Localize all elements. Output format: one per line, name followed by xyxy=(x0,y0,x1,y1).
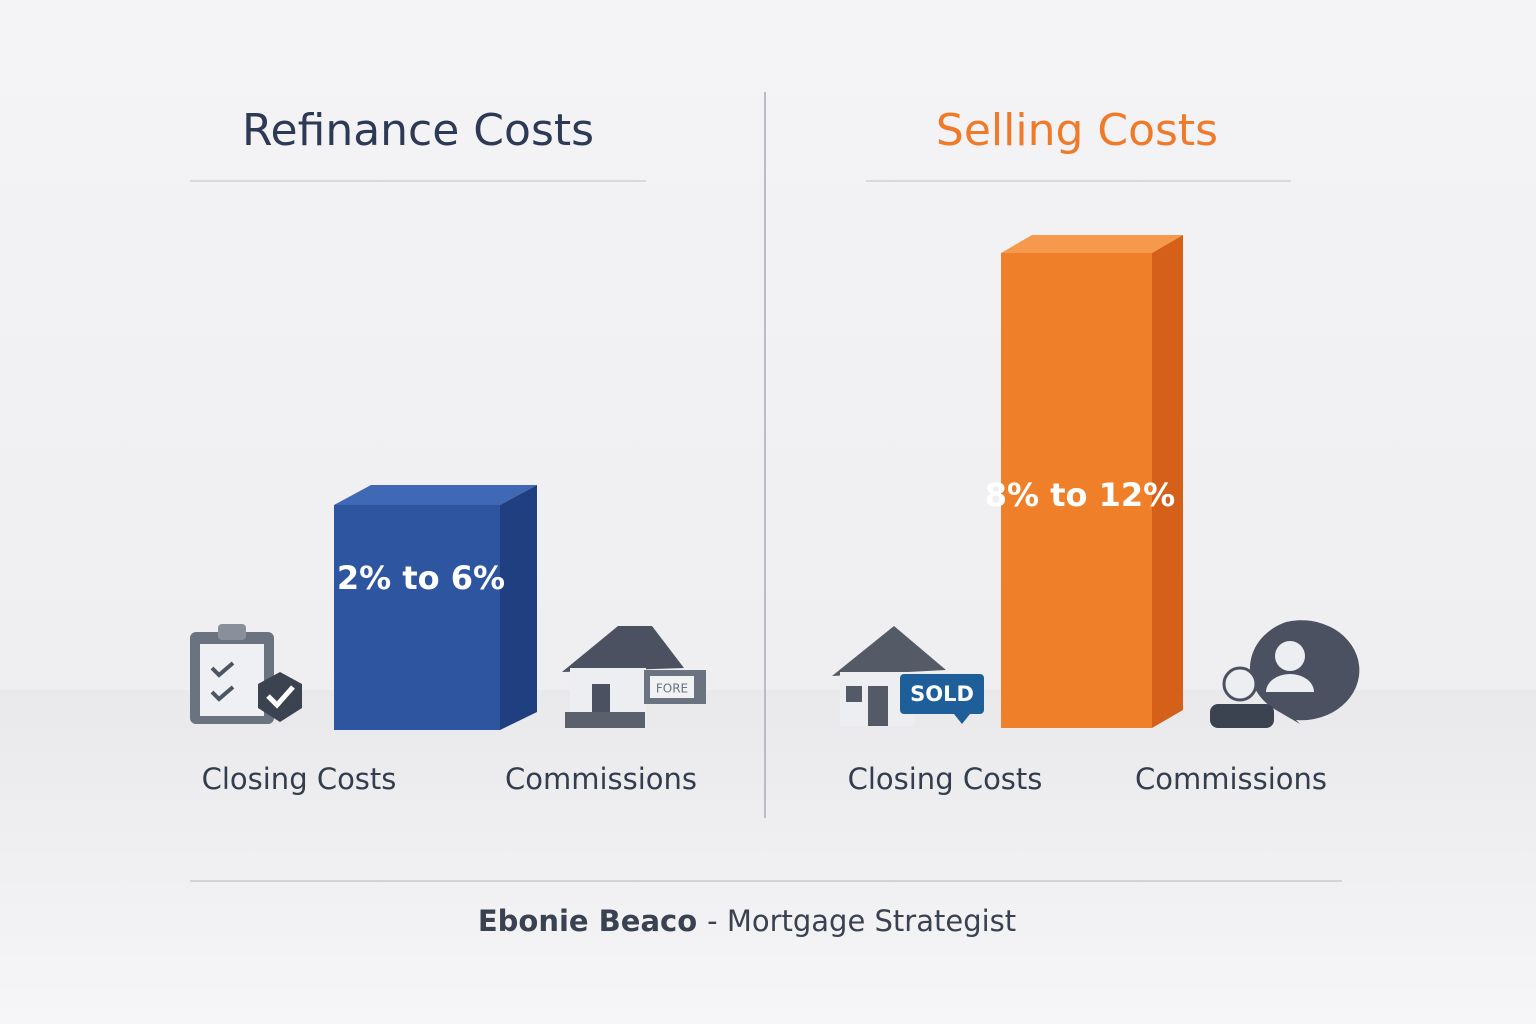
author-name: Ebonie Beaco xyxy=(478,904,697,938)
item-label: Commissions xyxy=(505,762,697,796)
item-label: Closing Costs xyxy=(848,762,1043,796)
clipboard-icon-part xyxy=(266,685,295,709)
clipboard-icon-part xyxy=(258,672,302,722)
blue-bar-part xyxy=(500,485,537,730)
people-chat-icon-part xyxy=(1275,641,1305,671)
clipboard-icon-part xyxy=(218,624,246,640)
sold-house-icon-part xyxy=(954,714,970,724)
range-label: 8% to 12% xyxy=(985,476,1175,514)
orange-bar-part xyxy=(1152,235,1183,728)
author-role: - Mortgage Strategist xyxy=(707,904,1016,938)
panel-title: Selling Costs xyxy=(936,105,1218,156)
clipboard-icon-part xyxy=(200,644,264,716)
people-chat-icon-part xyxy=(1249,620,1360,724)
sold-house-icon-part xyxy=(868,686,888,726)
house-icon-part xyxy=(562,626,684,672)
blue-bar-part xyxy=(334,505,500,730)
sold-house-icon xyxy=(832,626,984,726)
people-chat-icon-part xyxy=(1210,704,1274,728)
sign-text: SOLD xyxy=(910,682,974,706)
clipboard-icon-part xyxy=(210,661,235,702)
house-icon-part xyxy=(565,712,645,728)
range-label: 2% to 6% xyxy=(337,559,505,597)
floor xyxy=(0,690,1536,1024)
house-icon-part xyxy=(650,676,694,698)
item-label: Closing Costs xyxy=(202,762,397,796)
sold-house-icon-part xyxy=(846,686,862,702)
item-label: Commissions xyxy=(1135,762,1327,796)
clipboard-icon xyxy=(190,624,302,724)
sold-house-icon-part xyxy=(832,626,946,676)
orange-bar xyxy=(1001,235,1183,728)
people-chat-icon-part xyxy=(1266,674,1314,692)
orange-bar-part xyxy=(1001,253,1152,728)
blue-bar xyxy=(334,485,537,730)
sold-house-icon-part xyxy=(900,674,984,714)
orange-bar-part xyxy=(1001,235,1183,253)
blue-bar-part xyxy=(334,485,537,505)
sign-text: FORE xyxy=(656,682,688,696)
panel-title: Refinance Costs xyxy=(242,105,594,156)
footer: Ebonie Beaco - Mortgage Strategist xyxy=(478,904,1016,938)
people-chat-icon-part xyxy=(1222,666,1258,702)
people-chat-icon xyxy=(1210,620,1360,728)
house-icon xyxy=(562,626,706,728)
